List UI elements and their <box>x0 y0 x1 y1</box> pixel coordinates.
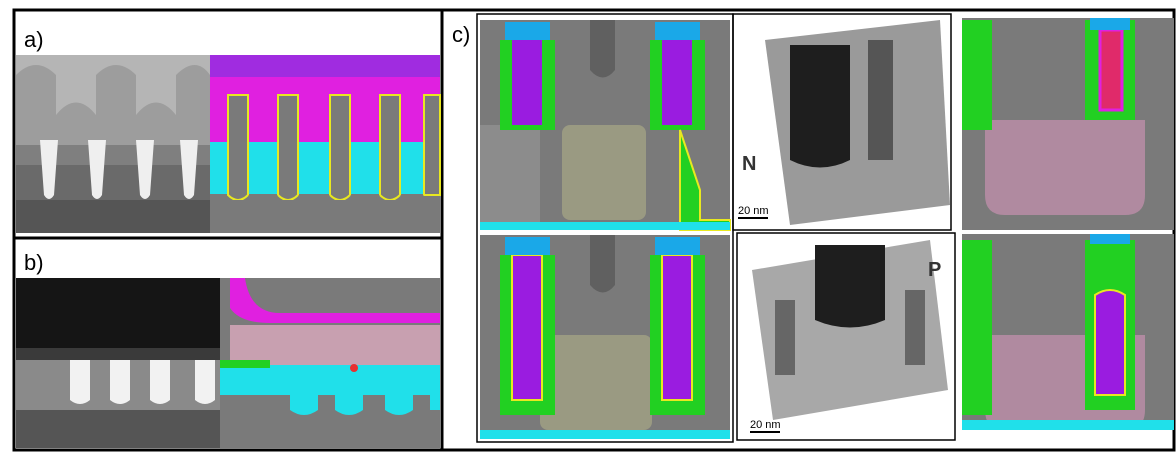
sim-b <box>220 278 440 448</box>
sim-c-right <box>962 18 1174 430</box>
sim-c-n <box>480 20 730 230</box>
tem-b <box>16 278 220 448</box>
sim-c-p <box>480 235 730 439</box>
tem-a <box>16 55 210 233</box>
scale-bar-label: 20 nm <box>738 205 769 217</box>
panel-label: b) <box>24 250 44 275</box>
tem-p <box>752 240 948 420</box>
panel-label: c) <box>452 22 470 47</box>
panel-label: a) <box>24 27 44 52</box>
figure: a) b) c) <box>0 0 1176 452</box>
tem-label: P <box>928 259 941 281</box>
scale-bar-label: 20 nm <box>750 419 781 431</box>
tem-label: N <box>742 153 756 175</box>
tem-n <box>765 20 950 225</box>
sim-a <box>210 55 440 233</box>
